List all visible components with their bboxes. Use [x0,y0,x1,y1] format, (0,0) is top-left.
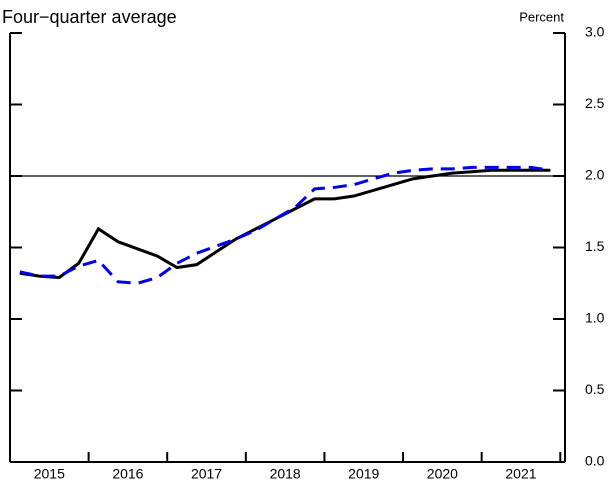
y-tick-label: 0.0 [585,453,605,469]
y-tick-label: 1.0 [585,310,605,326]
x-tick-label: 2021 [505,466,536,482]
x-tick-label: 2018 [270,466,301,482]
y-tick-label: 1.5 [585,238,605,254]
chart-title: Four−quarter average [2,7,177,27]
y-tick-label: 2.0 [585,167,605,183]
data-line [19,168,551,280]
x-tick-label: 2016 [112,466,143,482]
x-tick-label: 2020 [427,466,458,482]
x-tick-label: 2019 [348,466,379,482]
y-axis-label: Percent [519,9,564,24]
y-tick-label: 2.5 [585,95,605,111]
y-tick-label: 3.0 [585,24,605,40]
data-line [19,165,551,285]
x-tick-label: 2015 [34,466,65,482]
y-tick-label: 0.5 [585,381,605,397]
x-tick-label: 2017 [191,466,222,482]
